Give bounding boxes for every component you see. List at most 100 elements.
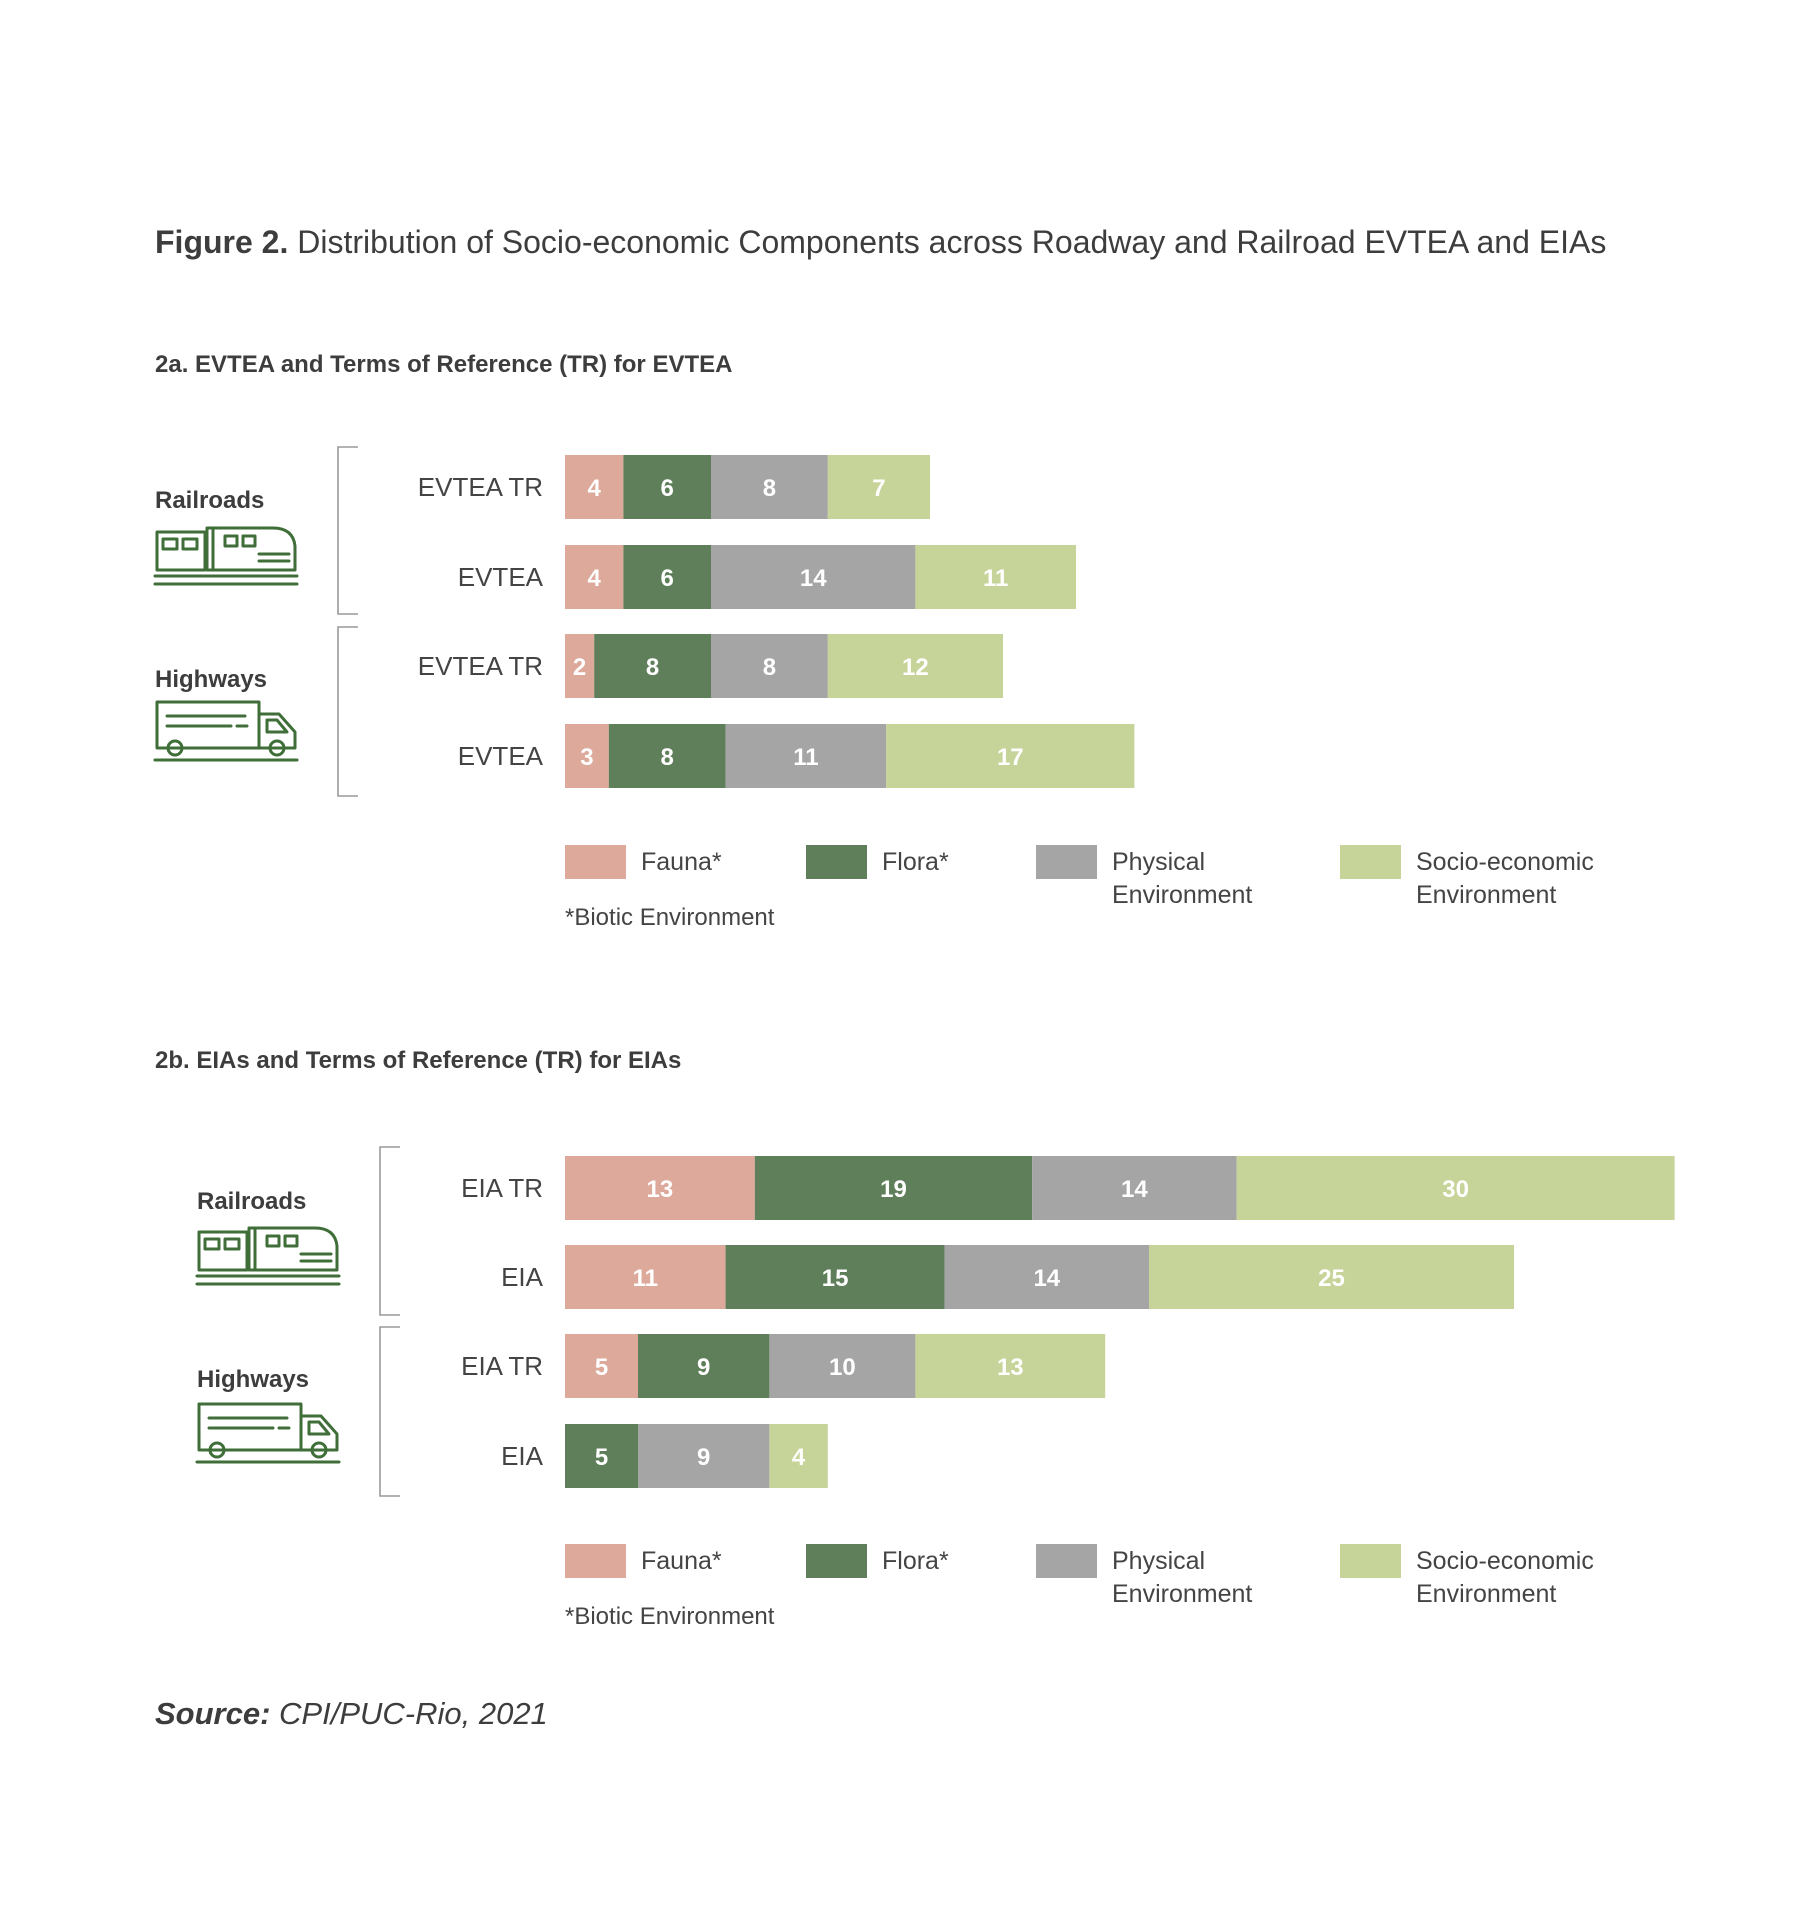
legend-label-socio: Environment bbox=[1416, 1580, 1556, 1608]
bar-value-socio: 7 bbox=[872, 475, 885, 502]
bar-value-flora: 9 bbox=[697, 1354, 710, 1381]
source-text: CPI/PUC-Rio, 2021 bbox=[270, 1696, 547, 1731]
train-window bbox=[283, 1234, 299, 1248]
bar-segment-flora bbox=[594, 634, 711, 698]
bar-row: EVTEA 4 6 14 11 bbox=[458, 545, 1076, 609]
truck-wheel bbox=[310, 1441, 328, 1459]
legend-swatch-fauna bbox=[565, 845, 626, 879]
bar-value-socio: 11 bbox=[983, 565, 1008, 592]
bar-segment-physical bbox=[711, 545, 916, 609]
bar-segment-physical bbox=[711, 634, 828, 698]
bar-value-physical: 14 bbox=[800, 565, 827, 592]
panel-title: 2a. EVTEA and Terms of Reference (TR) fo… bbox=[155, 351, 732, 378]
bar-row: EIA 5 9 4 bbox=[501, 1424, 828, 1488]
bar-row: EVTEA TR 4 6 8 7 bbox=[418, 455, 930, 519]
bar-segment-socio bbox=[827, 634, 1003, 698]
truck-cab bbox=[299, 1414, 339, 1452]
bar-value-flora: 15 bbox=[822, 1265, 849, 1292]
train-window bbox=[203, 1237, 221, 1251]
legend-swatch-socio bbox=[1340, 1544, 1401, 1578]
group-bracket bbox=[337, 626, 358, 797]
row-label: EIA TR bbox=[461, 1351, 543, 1381]
figure-title: Figure 2. Distribution of Socio-economic… bbox=[155, 224, 1606, 260]
bar-value-physical: 8 bbox=[763, 475, 776, 502]
legend-item-flora: Flora* bbox=[806, 845, 949, 879]
bar-segment-flora bbox=[754, 1156, 1033, 1220]
bar-row: EVTEA TR 2 8 8 12 bbox=[418, 634, 1003, 698]
group-highways: Highways EVTEA TR 2 8 8 12 EVTEA 3 8 11 17 bbox=[153, 626, 1135, 797]
train-icon bbox=[195, 1226, 341, 1286]
legend-label-fauna: Fauna* bbox=[641, 1547, 722, 1575]
biotic-note: *Biotic Environment bbox=[565, 1603, 775, 1630]
row-label: EVTEA TR bbox=[418, 651, 543, 681]
bar-value-physical: 14 bbox=[1121, 1176, 1148, 1203]
bar-value-flora: 6 bbox=[661, 565, 674, 592]
group-railroads: Railroads EIA TR 13 19 14 30 EIA 11 15 14 25 bbox=[195, 1146, 1675, 1316]
legend-swatch-socio bbox=[1340, 845, 1401, 879]
bar-segment-socio bbox=[915, 545, 1076, 609]
group-bracket bbox=[337, 446, 358, 615]
bar-segment-socio bbox=[827, 455, 930, 519]
bar-segment-flora bbox=[623, 455, 711, 519]
bar-segment-fauna bbox=[565, 634, 595, 698]
group-highways: Highways EIA TR 5 9 10 13 EIA 5 9 4 bbox=[195, 1326, 1106, 1497]
bar-value-socio: 4 bbox=[792, 1444, 806, 1471]
legend-label-fauna: Fauna* bbox=[641, 848, 722, 876]
group-label: Highways bbox=[197, 1366, 309, 1393]
train-rear-coach bbox=[197, 1230, 249, 1272]
legend-label-flora: Flora* bbox=[882, 1547, 949, 1575]
bar-segment-physical bbox=[638, 1424, 770, 1488]
panel-2a: 2a. EVTEA and Terms of Reference (TR) fo… bbox=[153, 351, 1594, 931]
bar-value-fauna: 4 bbox=[588, 565, 602, 592]
bar-value-physical: 9 bbox=[697, 1444, 710, 1471]
bar-segment-flora bbox=[725, 1245, 945, 1309]
train-window bbox=[265, 1234, 281, 1248]
legend-label-physical: Physical bbox=[1112, 848, 1205, 876]
train-window bbox=[181, 537, 199, 551]
bar-segment-fauna bbox=[565, 455, 624, 519]
bar-value-flora: 6 bbox=[661, 475, 674, 502]
row-label: EIA bbox=[501, 1262, 544, 1292]
legend-label-physical: Environment bbox=[1112, 881, 1252, 909]
legend: Fauna* Flora* Physical Environment Socio-eco… bbox=[565, 845, 1594, 931]
bar-row: EIA TR 5 9 10 13 bbox=[461, 1334, 1106, 1398]
bar-segment-flora bbox=[565, 1424, 638, 1488]
bar-segment-physical bbox=[711, 455, 828, 519]
legend-label-socio: Socio-economic bbox=[1416, 848, 1594, 876]
bar-segment-fauna bbox=[565, 1334, 638, 1398]
bar-segment-physical bbox=[769, 1334, 916, 1398]
legend-label-socio: Socio-economic bbox=[1416, 1547, 1594, 1575]
group-label: Railroads bbox=[155, 487, 264, 514]
legend-swatch-physical bbox=[1036, 1544, 1097, 1578]
legend-item-fauna: Fauna* bbox=[565, 1544, 722, 1578]
biotic-note: *Biotic Environment bbox=[565, 904, 775, 931]
truck-cab-window bbox=[307, 1420, 331, 1436]
train-locomotive bbox=[247, 1226, 339, 1272]
row-label: EIA bbox=[501, 1441, 544, 1471]
bar-value-fauna: 13 bbox=[647, 1176, 674, 1203]
bar-segment-socio bbox=[886, 724, 1135, 788]
bar-value-flora: 8 bbox=[646, 654, 659, 681]
train-window bbox=[241, 534, 257, 548]
legend-item-physical: Physical Environment bbox=[1036, 1544, 1252, 1608]
bar-segment-flora bbox=[638, 1334, 770, 1398]
bar-value-fauna: 5 bbox=[595, 1354, 608, 1381]
figure-title-number: Figure 2. bbox=[155, 224, 288, 260]
train-window bbox=[223, 1237, 241, 1251]
group-railroads: Railroads EVTEA TR 4 6 8 7 EVTEA 4 6 14 11 bbox=[153, 446, 1076, 615]
legend-swatch-flora bbox=[806, 1544, 867, 1578]
bar-segment-flora bbox=[623, 545, 711, 609]
bar-value-socio: 30 bbox=[1442, 1176, 1469, 1203]
legend-item-physical: Physical Environment bbox=[1036, 845, 1252, 909]
truck-cab-window bbox=[265, 718, 289, 734]
group-bracket bbox=[379, 1146, 400, 1316]
bar-row: EVTEA 3 8 11 17 bbox=[458, 724, 1135, 788]
bar-value-socio: 17 bbox=[997, 744, 1024, 771]
source-note: Source: CPI/PUC-Rio, 2021 bbox=[155, 1696, 548, 1731]
train-window bbox=[223, 534, 239, 548]
train-locomotive bbox=[205, 526, 297, 572]
chart-panels: 2a. EVTEA and Terms of Reference (TR) fo… bbox=[153, 351, 1675, 1630]
legend-item-socio: Socio-economic Environment bbox=[1340, 845, 1594, 909]
